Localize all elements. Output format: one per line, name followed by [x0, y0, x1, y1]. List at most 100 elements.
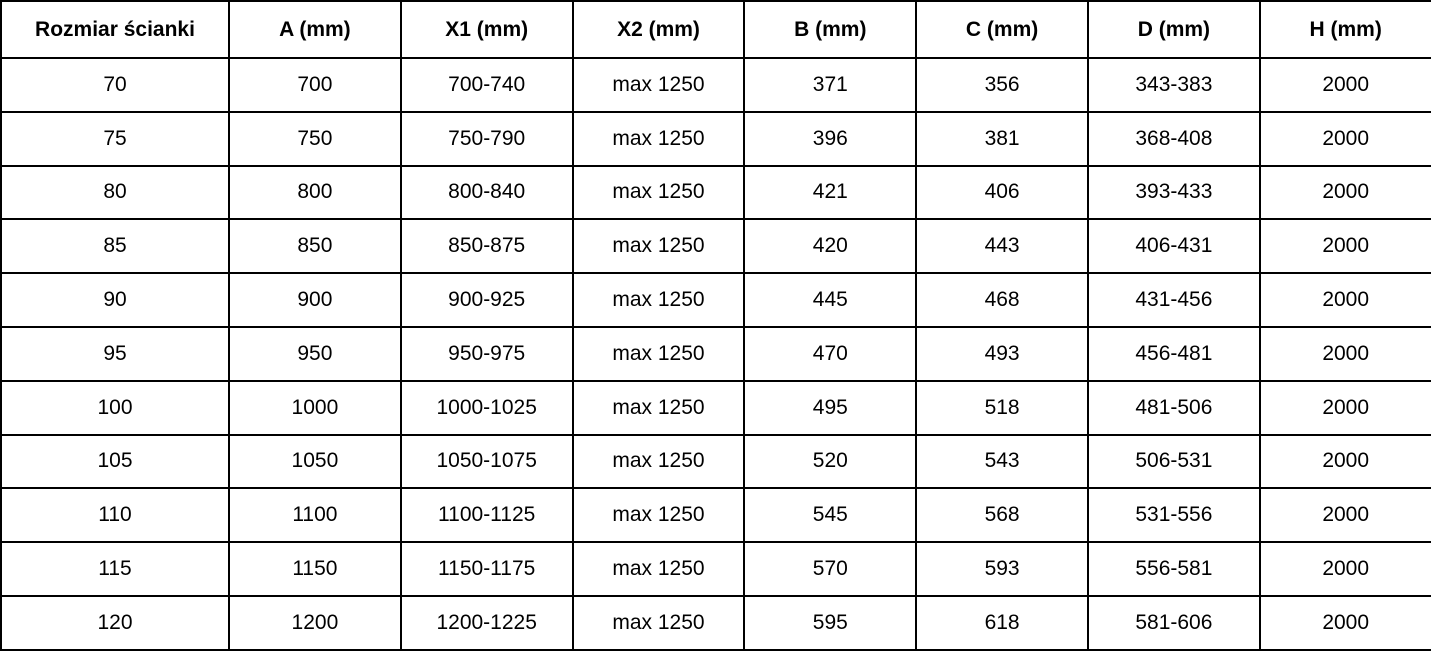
table-cell: 2000 [1258, 164, 1431, 221]
header-cell: D (mm) [1086, 0, 1261, 59]
table-cell: 2000 [1258, 487, 1431, 544]
table-cell: 1000-1025 [399, 379, 574, 436]
table-cell: 2000 [1258, 594, 1431, 651]
table-cell: 2000 [1258, 325, 1431, 382]
table-cell: 1200-1225 [399, 594, 574, 651]
table-cell: 1050-1075 [399, 433, 574, 490]
table-cell: 371 [743, 57, 918, 113]
table-cell: 396 [743, 110, 918, 167]
table-cell: 1150 [228, 541, 402, 597]
table-cell: 1000 [228, 379, 402, 436]
table-cell: max 1250 [571, 57, 746, 113]
table-cell: 506-531 [1086, 433, 1261, 490]
table-cell: 85 [0, 218, 230, 275]
table-row: 120 1200 1200-1225 max 1250 595 618 581-606 200… [0, 594, 1431, 651]
table-cell: 1150-1175 [399, 541, 574, 597]
table-row: 70 700 700-740 max 1250 371 356 343-383 2000 [0, 57, 1431, 113]
table-cell: 356 [915, 57, 1089, 113]
table-cell: 900 [228, 272, 402, 328]
table-cell: 545 [743, 487, 918, 544]
header-cell: Rozmiar ścianki [0, 0, 230, 59]
table-row: 85 850 850-875 max 1250 420 443 406-431 2000 [0, 218, 1431, 275]
table-row: 80 800 800-840 max 1250 421 406 393-433 2000 [0, 164, 1431, 221]
table-cell: 543 [915, 433, 1089, 490]
table-cell: 406 [915, 164, 1089, 221]
table-cell: 950 [228, 325, 402, 382]
table-cell: 1100-1125 [399, 487, 574, 544]
table-cell: 393-433 [1086, 164, 1261, 221]
table-cell: max 1250 [571, 487, 746, 544]
table-cell: 75 [0, 110, 230, 167]
header-cell: A (mm) [228, 0, 402, 59]
table-body: 70 700 700-740 max 1250 371 356 343-383 2000 75 7… [0, 57, 1431, 651]
header-row: Rozmiar ścianki A (mm) X1 (mm) X2 (mm) B (mm… [0, 0, 1431, 59]
table-cell: max 1250 [571, 164, 746, 221]
header-cell: H (mm) [1258, 0, 1431, 59]
table-cell: 850 [228, 218, 402, 275]
table-cell: max 1250 [571, 218, 746, 275]
table-cell: 1050 [228, 433, 402, 490]
table-cell: 850-875 [399, 218, 574, 275]
table-cell: max 1250 [571, 272, 746, 328]
table-cell: 556-581 [1086, 541, 1261, 597]
table-cell: 420 [743, 218, 918, 275]
table-cell: 750 [228, 110, 402, 167]
table-cell: 593 [915, 541, 1089, 597]
table-cell: 443 [915, 218, 1089, 275]
header-cell: X1 (mm) [399, 0, 574, 59]
table-cell: 481-506 [1086, 379, 1261, 436]
table-cell: 568 [915, 487, 1089, 544]
table-cell: 618 [915, 594, 1089, 651]
table-row: 90 900 900-925 max 1250 445 468 431-456 2000 [0, 272, 1431, 328]
header-cell: C (mm) [915, 0, 1089, 59]
table-cell: 90 [0, 272, 230, 328]
table-cell: 493 [915, 325, 1089, 382]
table-cell: 495 [743, 379, 918, 436]
table-cell: 2000 [1258, 218, 1431, 275]
table-cell: 595 [743, 594, 918, 651]
table-cell: 2000 [1258, 57, 1431, 113]
table-cell: 2000 [1258, 379, 1431, 436]
table-cell: 800 [228, 164, 402, 221]
table-cell: 581-606 [1086, 594, 1261, 651]
table-cell: max 1250 [571, 325, 746, 382]
table-row: 95 950 950-975 max 1250 470 493 456-481 2000 [0, 325, 1431, 382]
table-cell: 800-840 [399, 164, 574, 221]
table-cell: 470 [743, 325, 918, 382]
table-cell: 105 [0, 433, 230, 490]
table-header: Rozmiar ścianki A (mm) X1 (mm) X2 (mm) B (mm… [0, 0, 1431, 59]
table-cell: 700-740 [399, 57, 574, 113]
table-cell: 1100 [228, 487, 402, 544]
table-cell: 750-790 [399, 110, 574, 167]
table-cell: max 1250 [571, 541, 746, 597]
table-cell: 2000 [1258, 541, 1431, 597]
table-cell: 80 [0, 164, 230, 221]
table-cell: 1200 [228, 594, 402, 651]
table-cell: max 1250 [571, 379, 746, 436]
table-cell: 2000 [1258, 433, 1431, 490]
header-cell: X2 (mm) [571, 0, 746, 59]
table-cell: 406-431 [1086, 218, 1261, 275]
table-cell: max 1250 [571, 433, 746, 490]
table-cell: 368-408 [1086, 110, 1261, 167]
table-cell: 381 [915, 110, 1089, 167]
table-cell: max 1250 [571, 594, 746, 651]
table-cell: 120 [0, 594, 230, 651]
table-row: 110 1100 1100-1125 max 1250 545 568 531-556 200… [0, 487, 1431, 544]
table-cell: 570 [743, 541, 918, 597]
table-cell: 421 [743, 164, 918, 221]
table-cell: 431-456 [1086, 272, 1261, 328]
table-row: 115 1150 1150-1175 max 1250 570 593 556-581 200… [0, 541, 1431, 597]
table-cell: 343-383 [1086, 57, 1261, 113]
table-cell: 468 [915, 272, 1089, 328]
table-cell: 531-556 [1086, 487, 1261, 544]
table-cell: 456-481 [1086, 325, 1261, 382]
table-cell: 520 [743, 433, 918, 490]
table-row: 100 1000 1000-1025 max 1250 495 518 481-506 200… [0, 379, 1431, 436]
table-cell: 2000 [1258, 272, 1431, 328]
table-cell: 70 [0, 57, 230, 113]
table-cell: 518 [915, 379, 1089, 436]
table-cell: 95 [0, 325, 230, 382]
table-cell: max 1250 [571, 110, 746, 167]
